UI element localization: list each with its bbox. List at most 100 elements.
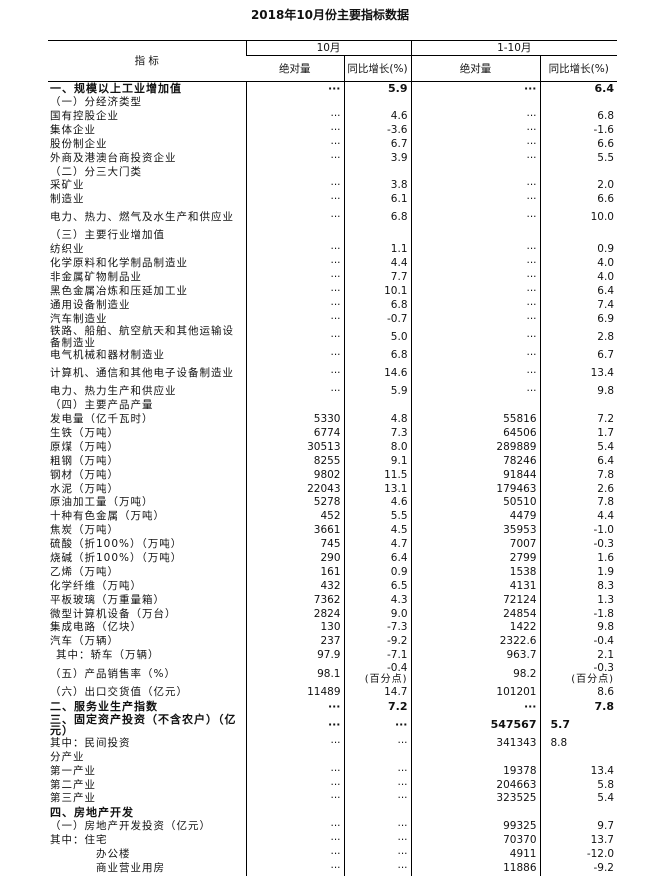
table-row: 四、房地产开发 (48, 806, 617, 821)
ytd-yoy-cell: 6.4 (539, 284, 617, 299)
table-row: 第二产业 ··· ··· 204663 5.8 (48, 778, 617, 793)
ytd-abs-cell (410, 229, 540, 243)
ytd-yoy-cell: -1.0 (539, 524, 617, 538)
month-yoy-cell: 5.9 (343, 81, 411, 96)
ytd-abs-cell-value: 98.2 (513, 667, 537, 680)
row-label-value: 分产业 (50, 750, 85, 763)
month-yoy-cell-value: 14.6 (384, 367, 408, 380)
ytd-abs-cell: ··· (410, 123, 540, 138)
ytd-abs-cell-value: 4479 (509, 510, 537, 523)
ytd-abs-cell-value: 547567 (490, 718, 537, 732)
table-row: 三、固定资产投资（不含农户）（亿元） ··· ··· 547567 5.7 (48, 714, 617, 737)
table-row: 硫酸（折100%）（万吨） 745 4.7 7007 -0.3 (48, 537, 617, 552)
row-label-value: （六）出口交货值（亿元） (50, 686, 188, 699)
ytd-abs-cell-value: 323525 (496, 792, 537, 805)
ytd-abs-cell-value: ··· (526, 211, 537, 224)
ytd-abs-cell-value: 4131 (509, 579, 537, 592)
month-abs-cell-value: ··· (330, 211, 341, 224)
row-label: （五）产品销售率（%） (48, 663, 246, 686)
row-label: 硫酸（折100%）（万吨） (48, 538, 246, 552)
month-abs-cell: 3661 (245, 524, 344, 538)
table-row: 铁路、船舶、航空航天和其他运输设备制造业 ··· 5.0 ··· 2.8 (48, 326, 617, 350)
ytd-yoy-cell: -1.6 (539, 123, 617, 138)
month-abs-cell: ··· (245, 792, 344, 807)
ytd-abs-cell: 11886 (410, 861, 540, 876)
table-row: 其中：住宅 ··· ··· 70370 13.7 (48, 833, 617, 848)
month-abs-cell-value: 290 (320, 552, 341, 565)
month-yoy-cell: ··· (343, 861, 411, 876)
row-label: 国有控股企业 (48, 110, 246, 124)
table-row: 乙烯（万吨） 161 0.9 1538 1.9 (48, 565, 617, 580)
ytd-abs-cell-value: ··· (526, 256, 537, 269)
month-yoy-cell-value: 4.4 (390, 256, 408, 269)
ytd-yoy-cell: 6.6 (539, 137, 617, 152)
month-yoy-cell-value: 10.1 (384, 284, 408, 297)
ytd-abs-cell-value: 1422 (509, 621, 537, 634)
row-label: 原油加工量（万吨） (48, 496, 246, 510)
ytd-yoy-cell-value: -0.3 (593, 661, 615, 674)
table-row: 汽车（万辆） 237 -9.2 2322.6 -0.4 (48, 635, 617, 650)
ytd-yoy-cell: 2.1 (539, 649, 617, 663)
ytd-abs-cell-value: 55816 (503, 413, 537, 426)
ytd-abs-cell: ··· (410, 312, 540, 327)
month-abs-cell-value: ··· (330, 385, 341, 398)
month-yoy-cell: 4.4 (343, 256, 411, 271)
ytd-yoy-cell: 0.9 (539, 242, 617, 257)
table-row: 微型计算机设备（万台） 2824 9.0 24854 -1.8 (48, 607, 617, 622)
month-yoy-cell: -7.3 (343, 621, 411, 636)
month-yoy-cell: 4.8 (343, 412, 411, 427)
row-label-value: 非金属矿物制品业 (50, 270, 142, 283)
row-label-value: 发电量（亿千瓦时） (50, 413, 154, 426)
ytd-yoy-cell: 13.4 (539, 764, 617, 779)
ytd-yoy-cell: 1.7 (539, 426, 617, 441)
month-yoy-cell (343, 750, 411, 765)
ytd-yoy-cell-value: -0.3 (593, 538, 615, 551)
table-row: 一、规模以上工业增加值 ··· 5.9 ··· 6.4 (48, 81, 617, 96)
ytd-abs-cell: ··· (410, 270, 540, 285)
row-label-value: 集成电路（亿块） (50, 621, 142, 634)
ytd-yoy-cell: 8.8 (539, 736, 617, 751)
ytd-abs-cell-value: 341343 (496, 736, 537, 749)
month-abs-cell-value: ··· (330, 123, 341, 136)
row-label-value: 电力、热力生产和供应业 (50, 385, 177, 398)
row-label: 水泥（万吨） (48, 482, 246, 496)
row-label: 铁路、船舶、航空航天和其他运输设备制造业 (48, 326, 246, 349)
month-yoy-cell-value: 6.8 (390, 349, 408, 362)
month-yoy-cell: -0.4 (百分点) (343, 662, 411, 686)
month-abs-cell-value: ··· (330, 848, 341, 861)
header-ytd: 1-10月 (410, 40, 617, 56)
row-label-value: 粗钢（万吨） (50, 454, 119, 467)
month-yoy-cell: ··· (343, 792, 411, 807)
ytd-abs-cell: 2322.6 (410, 635, 540, 650)
ytd-abs-cell: 98.2 (410, 662, 540, 686)
row-label-value: （五）产品销售率（%） (50, 667, 176, 680)
ytd-yoy-cell: 5.7 (539, 713, 617, 737)
month-yoy-cell-value: 4.3 (390, 593, 408, 606)
ytd-yoy-cell-value: 7.2 (597, 413, 614, 426)
month-abs-cell: 22043 (245, 482, 344, 497)
row-label-value: 钢材（万吨） (50, 468, 119, 481)
ytd-yoy-cell: 7.4 (539, 298, 617, 313)
row-label: 第一产业 (48, 765, 246, 779)
month-abs-cell: ··· (245, 256, 344, 271)
month-yoy-cell: 10.1 (343, 284, 411, 299)
month-abs-cell: 8255 (245, 454, 344, 469)
month-abs-cell: ··· (245, 207, 344, 230)
row-label: 其中：民间投资 (48, 737, 246, 751)
header-month-yoy: 同比增长(%) (343, 55, 411, 82)
row-label-value: 办公楼 (96, 848, 131, 861)
ytd-abs-cell: 7007 (410, 537, 540, 552)
ytd-abs-cell: 1422 (410, 621, 540, 636)
ytd-abs-cell-value: 289889 (496, 440, 537, 453)
ytd-yoy-cell-value: 6.9 (597, 312, 614, 325)
row-label-value: 采矿业 (50, 179, 85, 192)
month-abs-cell-value: 97.9 (317, 649, 341, 662)
row-label-value: 股份制企业 (50, 137, 108, 150)
table-row: （一）房地产开发投资（亿元） ··· ··· 99325 9.7 (48, 820, 617, 834)
row-label: 化学纤维（万吨） (48, 580, 246, 594)
month-yoy-cell: -7.1 (343, 649, 411, 663)
ytd-yoy-cell-value: -1.0 (593, 524, 615, 537)
table-row: 第三产业 ··· ··· 323525 5.4 (48, 792, 617, 807)
row-label: 办公楼 (48, 848, 246, 862)
row-label: 十种有色金属（万吨） (48, 510, 246, 524)
